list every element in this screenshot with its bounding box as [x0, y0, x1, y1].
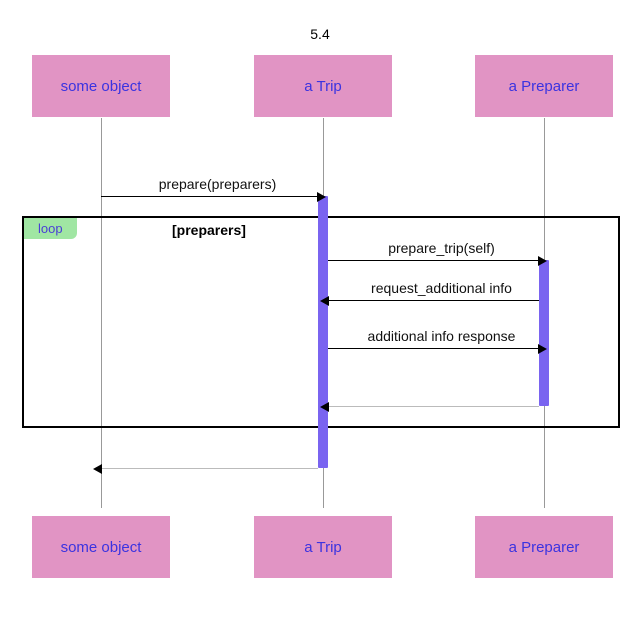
participant-top-0: some object [32, 55, 170, 117]
message-label-1: prepare_trip(self) [346, 240, 537, 256]
participant-bottom-1: a Trip [254, 516, 392, 578]
participant-bottom-2: a Preparer [475, 516, 613, 578]
arrow-2 [320, 296, 329, 306]
participant-top-1: a Trip [254, 55, 392, 117]
message-line-1 [328, 260, 539, 261]
message-label-2: request_additional info [346, 280, 537, 296]
activation-1 [539, 260, 549, 406]
arrow-5 [93, 464, 102, 474]
participant-bottom-0: some object [32, 516, 170, 578]
arrow-3 [538, 344, 547, 354]
message-line-3 [328, 348, 539, 349]
message-line-5 [101, 468, 318, 469]
loop-condition: [preparers] [172, 222, 246, 238]
message-line-0 [101, 196, 318, 197]
message-label-3: additional info response [346, 328, 537, 344]
arrow-1 [538, 256, 547, 266]
diagram-title: 5.4 [0, 26, 640, 42]
participant-top-2: a Preparer [475, 55, 613, 117]
arrow-0 [317, 192, 326, 202]
message-line-2 [328, 300, 539, 301]
activation-0 [318, 196, 328, 468]
message-label-0: prepare(preparers) [119, 176, 316, 192]
arrow-4 [320, 402, 329, 412]
loop-tag: loop [24, 218, 77, 239]
message-line-4 [328, 406, 539, 407]
